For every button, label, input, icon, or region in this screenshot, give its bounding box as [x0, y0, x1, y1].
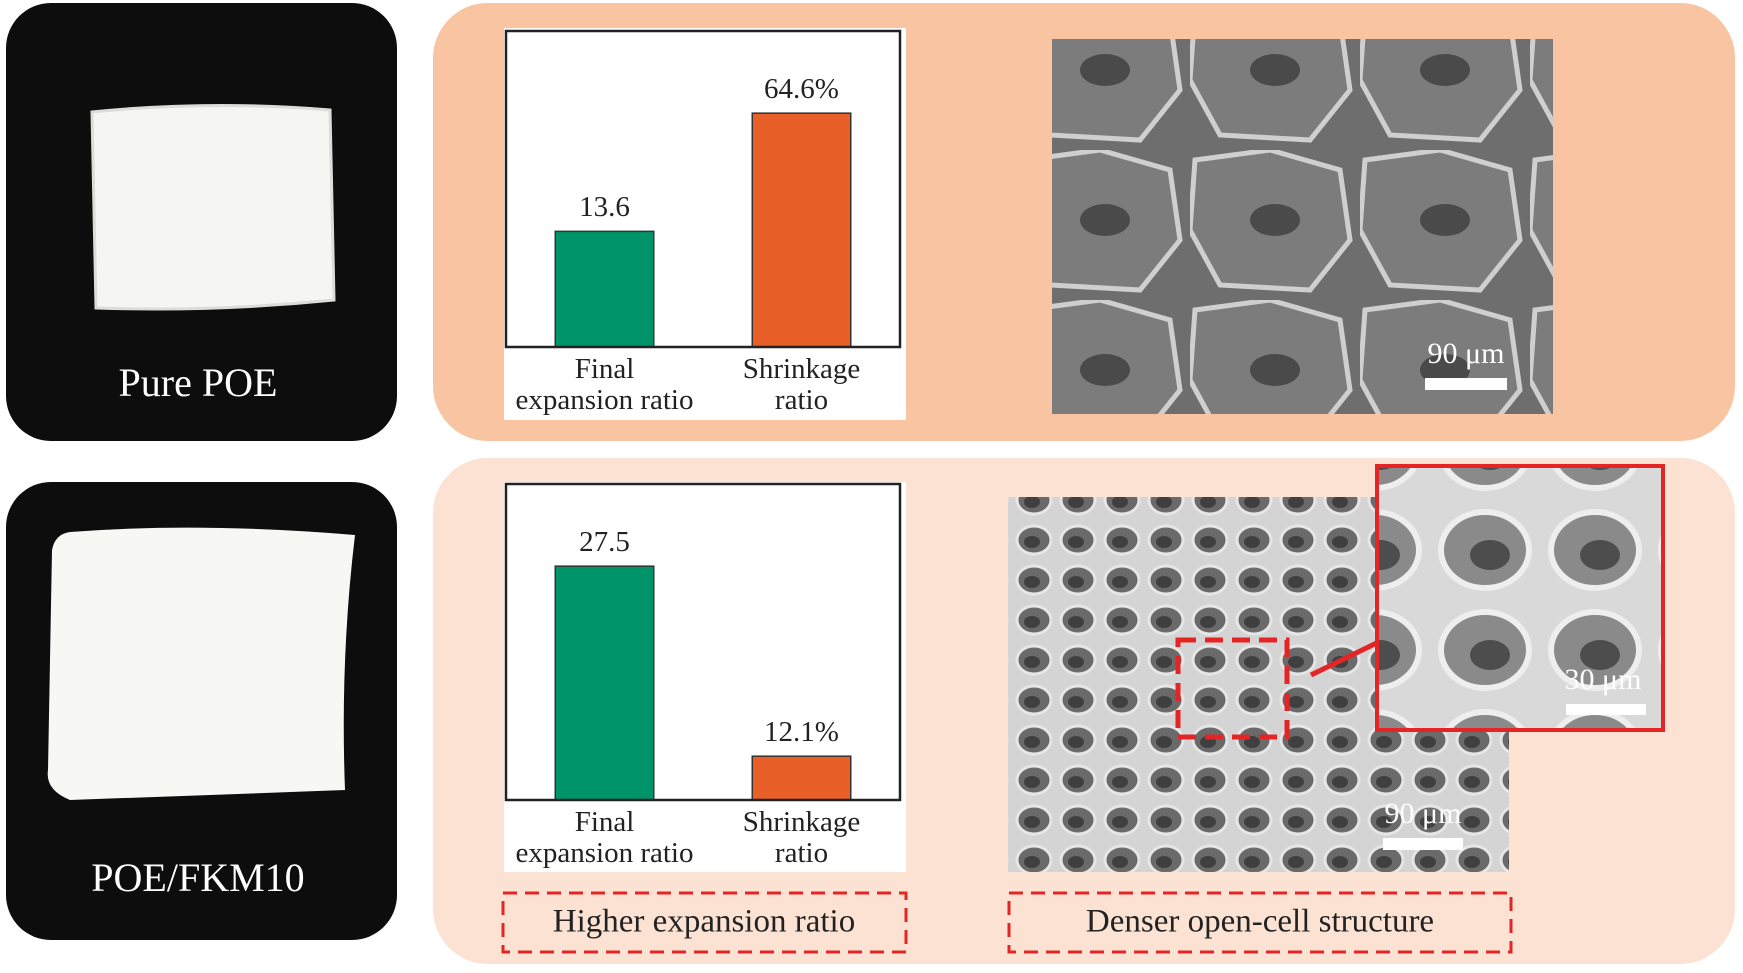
- sample-photo: [47, 527, 355, 800]
- category-label: Final expansion ratio: [516, 353, 694, 416]
- bar: [751, 755, 852, 801]
- inset-image: [1375, 464, 1665, 732]
- scale-label: 90 μm: [1428, 337, 1505, 370]
- category-label: Final expansion ratio: [516, 806, 694, 869]
- scale-bar: [1383, 838, 1463, 850]
- zoom-box: [1175, 637, 1290, 740]
- value-label: 27.5: [579, 526, 630, 558]
- sample-label: POE/FKM10: [91, 855, 304, 900]
- value-label: 13.6: [579, 191, 630, 223]
- scale-bar: [1425, 378, 1507, 390]
- bar: [751, 112, 852, 348]
- scale-label: 90 μm: [1385, 797, 1462, 830]
- bar: [554, 230, 655, 348]
- annotation: Denser open-cell structure: [1086, 904, 1434, 940]
- sem-image: [1052, 39, 1553, 414]
- annotation-box: [1007, 891, 1513, 954]
- plot-frame: [504, 29, 902, 349]
- sample-label: Pure POE: [119, 360, 278, 405]
- plot-frame: [504, 482, 902, 802]
- category-label: Shrinkage ratio: [743, 806, 861, 869]
- value-label: 12.1%: [764, 716, 839, 748]
- sample-photo: [90, 103, 336, 311]
- value-label: 64.6%: [764, 73, 839, 105]
- bar: [554, 565, 655, 801]
- annotation: Higher expansion ratio: [553, 904, 855, 940]
- scale-label: 30 μm: [1565, 663, 1642, 696]
- scale-bar: [1566, 704, 1646, 715]
- category-label: Shrinkage ratio: [743, 353, 861, 416]
- annotation-box: [501, 891, 908, 954]
